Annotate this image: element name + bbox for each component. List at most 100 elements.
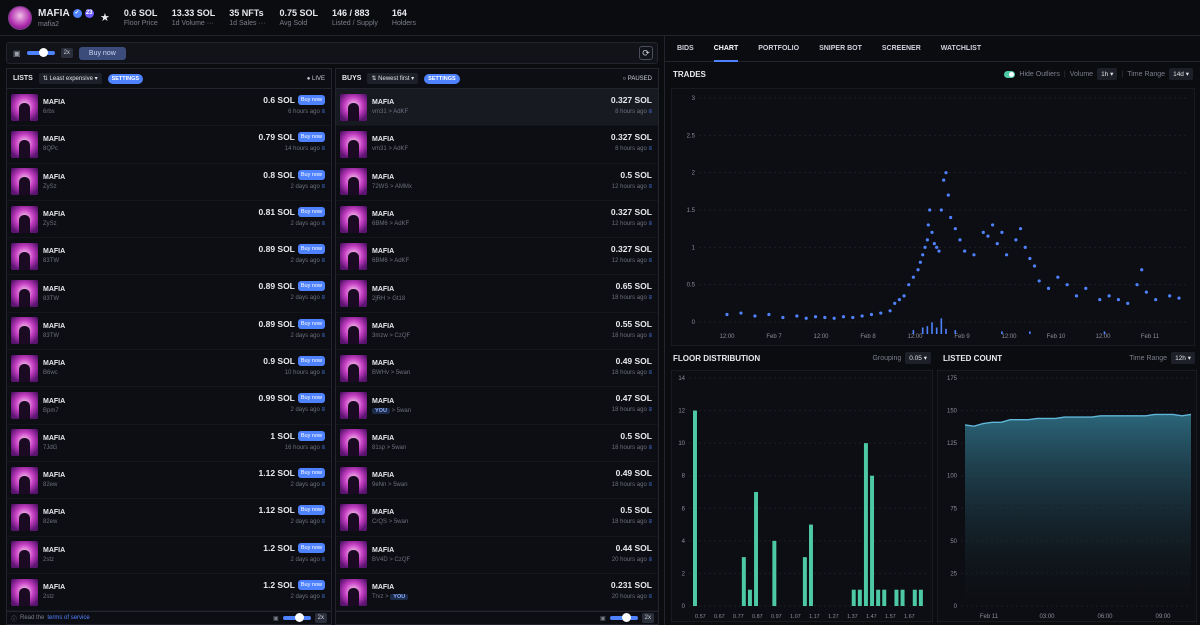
floor-bar[interactable]: [693, 410, 697, 606]
trade-point[interactable]: [1074, 294, 1079, 298]
buyer-from[interactable]: 72WS: [372, 183, 389, 190]
terms-link[interactable]: terms of service: [47, 615, 90, 621]
trade-point[interactable]: [902, 294, 906, 298]
size-slider[interactable]: [26, 48, 55, 57]
buy-item[interactable]: MAFIA YOU > 5wan 0.47 SOL 18 hours ago ≡: [336, 387, 658, 425]
trade-point[interactable]: [923, 245, 927, 249]
list-item[interactable]: MAFIA Bpm7 0.99 SOL Buy now 2 days ago ≡: [7, 387, 331, 425]
nft-thumbnail[interactable]: [11, 429, 38, 457]
buyer-to[interactable]: CzQF: [394, 332, 411, 339]
buyer-from[interactable]: 6BM6: [372, 221, 388, 228]
floor-bar[interactable]: [900, 589, 905, 606]
row-buy-now-button[interactable]: Buy now: [297, 393, 325, 404]
trade-point[interactable]: [841, 315, 846, 319]
nft-thumbnail[interactable]: [340, 429, 367, 457]
nft-thumbnail[interactable]: [11, 578, 38, 606]
buy-item[interactable]: MAFIA 6BM6 > AdKF 0.327 SOL 12 hours ago ≡: [336, 201, 658, 239]
tab-bids[interactable]: BIDS: [677, 45, 694, 52]
trade-point[interactable]: [995, 242, 999, 246]
list-item[interactable]: MAFIA 82ew 1.12 SOL Buy now 2 days ago ≡: [7, 462, 331, 500]
time-range-select[interactable]: 14d ▾: [1169, 68, 1193, 80]
buyer-to[interactable]: AdKF: [394, 221, 410, 228]
listed-line[interactable]: [964, 413, 1192, 427]
buyer-to[interactable]: AdKF: [393, 109, 409, 116]
trade-point[interactable]: [932, 242, 936, 246]
nft-thumbnail[interactable]: [340, 205, 367, 233]
trade-point[interactable]: [926, 223, 930, 227]
trade-point[interactable]: [972, 253, 976, 257]
lists-settings-button[interactable]: SETTINGS: [107, 73, 144, 84]
buy-item[interactable]: MAFIA BWHv > 5wan 0.49 SOL 18 hours ago ≡: [336, 350, 658, 388]
buyer-to[interactable]: 5wan: [396, 407, 412, 414]
trade-point[interactable]: [888, 309, 892, 313]
buys-size-chip[interactable]: 2x: [641, 613, 654, 623]
trade-point[interactable]: [991, 223, 995, 227]
trade-point[interactable]: [813, 315, 818, 319]
trade-point[interactable]: [942, 178, 946, 182]
list-item[interactable]: MAFIA 7JdG 1 SOL Buy now 16 hours ago ≡: [7, 425, 331, 462]
buyer-to[interactable]: AdKF: [394, 258, 410, 265]
trade-point[interactable]: [963, 249, 967, 253]
tab-screener[interactable]: SCREENER: [881, 45, 921, 52]
nft-thumbnail[interactable]: [11, 242, 38, 270]
nft-thumbnail[interactable]: [340, 392, 367, 420]
trade-point[interactable]: [893, 301, 897, 305]
floor-bar[interactable]: [857, 589, 862, 606]
listed-count-chart[interactable]: 0 25 50 75 100 125 150 175 Feb 11 03:00 06:00 09:00: [937, 370, 1197, 622]
buyer-from[interactable]: CrQS: [372, 519, 387, 526]
trade-point[interactable]: [1056, 275, 1060, 279]
buy-item[interactable]: MAFIA vm31 > AdKF 0.327 SOL 8 hours ago ≡: [336, 89, 658, 127]
nft-thumbnail[interactable]: [11, 93, 38, 121]
trade-point[interactable]: [851, 315, 855, 320]
nft-thumbnail[interactable]: [11, 205, 38, 233]
trade-point[interactable]: [795, 314, 799, 318]
tab-chart[interactable]: CHART: [713, 45, 739, 62]
nft-thumbnail[interactable]: [340, 354, 367, 382]
trade-point[interactable]: [1000, 230, 1004, 234]
trade-point[interactable]: [753, 314, 757, 318]
buyer-to[interactable]: CzQF: [394, 556, 411, 563]
trade-point[interactable]: [939, 208, 943, 212]
nft-thumbnail[interactable]: [11, 168, 38, 196]
row-buy-now-button[interactable]: Buy now: [297, 206, 325, 217]
buy-item[interactable]: MAFIA CrQS > 5wan 0.5 SOL 18 hours ago ≡: [336, 499, 658, 537]
floor-bar[interactable]: [802, 557, 807, 606]
collection-name[interactable]: MAFIA: [38, 7, 70, 19]
list-item[interactable]: MAFIA ZySz 0.8 SOL Buy now 2 days ago ≡: [7, 164, 331, 201]
trade-point[interactable]: [946, 193, 950, 197]
buy-item[interactable]: MAFIA vm31 > AdKF 0.327 SOL 8 hours ago ≡: [336, 126, 658, 164]
trade-point[interactable]: [1084, 286, 1088, 290]
trade-point[interactable]: [1032, 264, 1037, 268]
buyer-to[interactable]: 5wan: [391, 444, 407, 451]
buy-item[interactable]: MAFIA Trvz > YOU 0.231 SOL 20 hours ago ≡: [336, 574, 658, 612]
trade-point[interactable]: [1065, 283, 1069, 287]
buyer-to[interactable]: 5wan: [393, 519, 409, 526]
trade-point[interactable]: [767, 312, 771, 317]
floor-bar[interactable]: [863, 443, 868, 606]
nft-thumbnail[interactable]: [11, 392, 38, 420]
image-icon[interactable]: ▣: [272, 615, 279, 622]
floor-distribution-chart[interactable]: 0 2 4 6 8 10 12 14 0.57 0.67 0.77 0.87 0.97 1.07 1.17 1…: [671, 370, 933, 622]
trade-point[interactable]: [832, 316, 836, 320]
trade-point[interactable]: [1177, 296, 1181, 300]
trade-point[interactable]: [935, 245, 939, 249]
listed-time-range-select[interactable]: 12h ▾: [1171, 352, 1195, 364]
trade-point[interactable]: [907, 283, 911, 287]
trade-point[interactable]: [1168, 294, 1172, 298]
lists-sort-select[interactable]: ⇅ Least expensive ▾: [38, 73, 102, 84]
trades-chart[interactable]: 0 0.5 1 1.5 2 2.5 3 12:00 Feb 7 12:00 Feb 8 12:00 Fe…: [671, 88, 1195, 346]
list-item[interactable]: MAFIA 8QPc 0.79 SOL Buy now 14 hours ago ≡: [7, 126, 331, 164]
trade-point[interactable]: [781, 315, 785, 320]
floor-bar[interactable]: [747, 589, 752, 606]
row-buy-now-button[interactable]: Buy now: [297, 579, 325, 590]
nft-thumbnail[interactable]: [11, 130, 38, 158]
trade-point[interactable]: [1154, 298, 1158, 302]
nft-thumbnail[interactable]: [11, 541, 38, 569]
collection-avatar[interactable]: [8, 5, 32, 30]
buy-item[interactable]: MAFIA 72WS > AMMx 0.5 SOL 12 hours ago ≡: [336, 164, 658, 201]
trade-point[interactable]: [879, 311, 883, 315]
list-item[interactable]: MAFIA 83TW 0.89 SOL Buy now 2 days ago ≡: [7, 238, 331, 276]
trade-point[interactable]: [921, 253, 925, 257]
buyer-to[interactable]: AdKF: [393, 146, 409, 153]
floor-bar[interactable]: [918, 589, 923, 606]
